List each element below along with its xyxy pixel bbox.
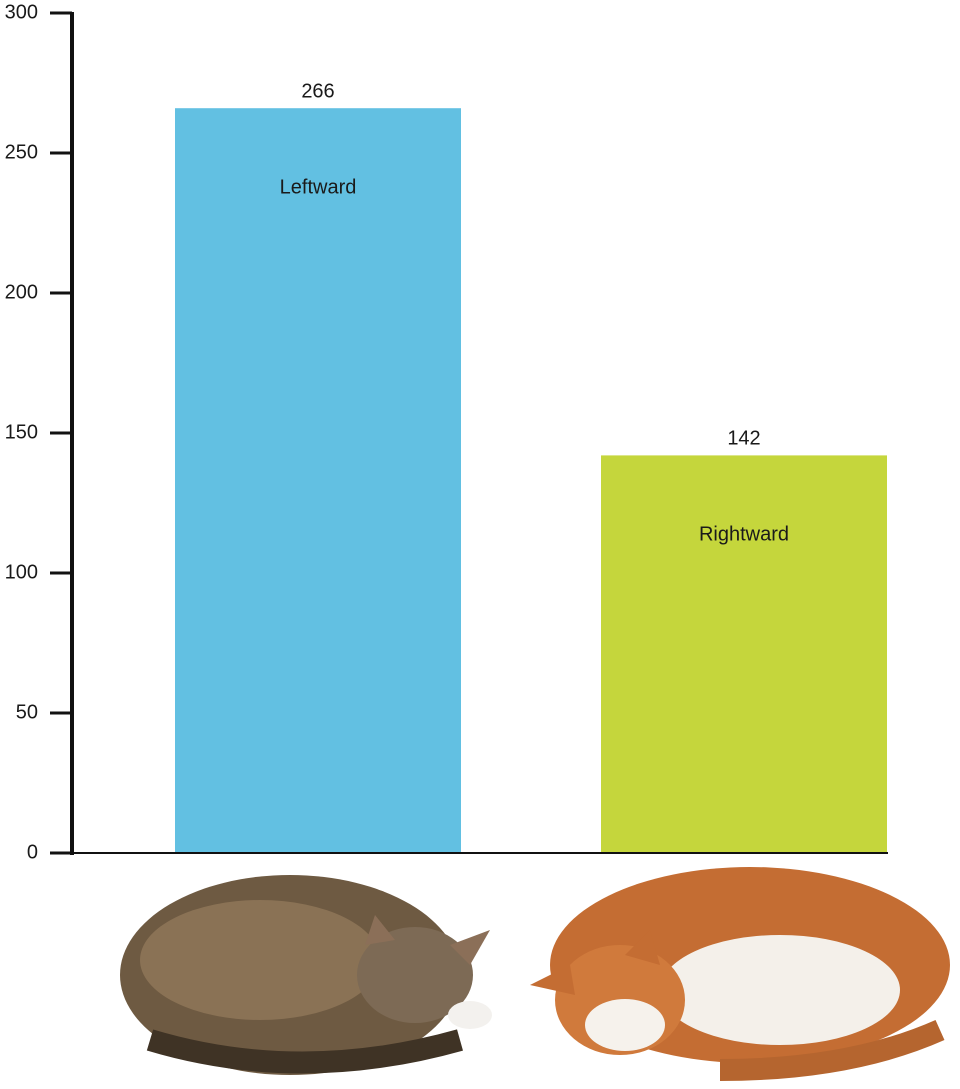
- value-label: 266: [301, 80, 334, 102]
- orange-cat-tail: [719, 1019, 945, 1081]
- bar: [175, 108, 461, 853]
- orange-cat-ear: [625, 930, 660, 965]
- y-tick-label: 50: [16, 701, 38, 723]
- y-tick-label: 100: [5, 561, 38, 583]
- bar: [601, 455, 887, 853]
- y-tick-label: 200: [5, 281, 38, 303]
- y-tick-label: 250: [5, 141, 38, 163]
- category-label: Leftward: [280, 176, 357, 198]
- tabby-cat-fur: [140, 900, 380, 1020]
- tabby-cat-ear: [365, 915, 395, 945]
- tabby-cat-paw: [448, 1001, 492, 1029]
- tabby-cat-tail: [146, 1029, 463, 1074]
- value-label: 142: [727, 428, 760, 450]
- y-tick-label: 300: [5, 1, 38, 23]
- orange-cat-white-fur: [660, 935, 900, 1045]
- category-label: Rightward: [699, 524, 789, 546]
- y-tick-label: 0: [27, 841, 38, 863]
- cat-illustrations: [120, 867, 950, 1081]
- tabby-cat-head: [357, 927, 473, 1023]
- orange-cat-muzzle: [585, 999, 665, 1051]
- y-tick-label: 150: [5, 421, 38, 443]
- tabby-cat-ear: [450, 930, 490, 965]
- orange-cat-ear: [530, 965, 575, 995]
